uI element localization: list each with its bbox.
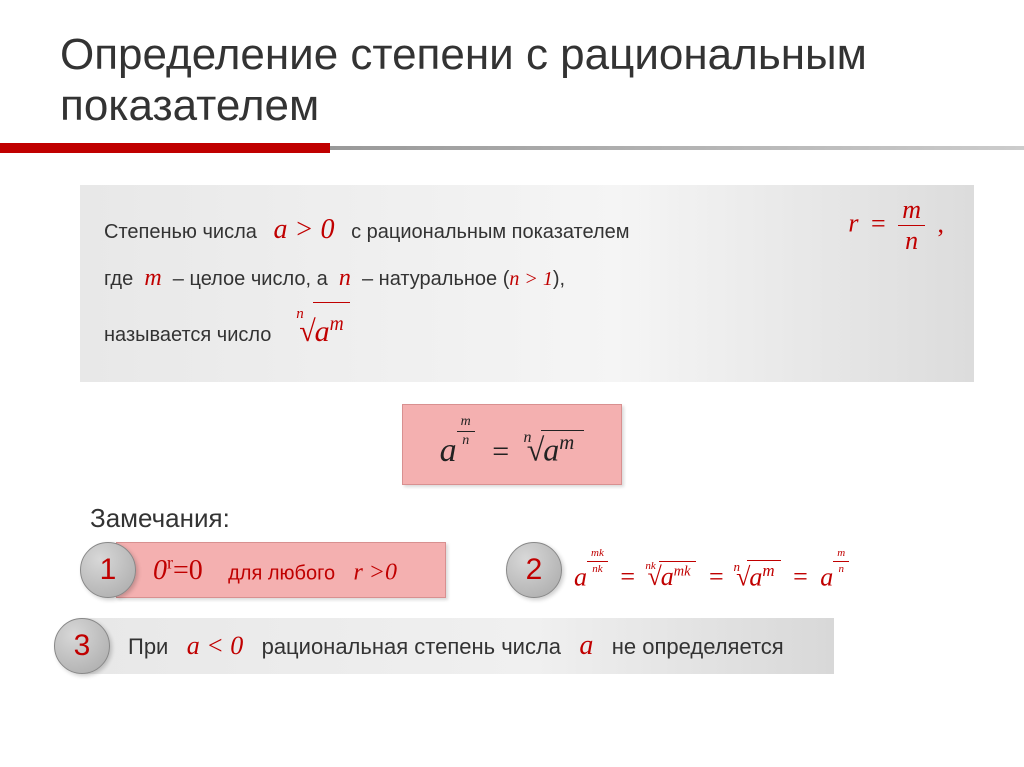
slide: Определение степени с рациональным показ… [0,0,1024,704]
r2-r2-base: a [749,562,762,591]
def-line2: где m – целое число, а n – натуральное (… [104,256,950,302]
mf-root-exp: m [559,431,574,454]
r-frac: m n [898,197,925,254]
remark3-box: При a < 0 рациональная степень числа a н… [84,618,834,674]
r2-s1-den: nk [587,562,608,575]
r2-s4-base: a [820,562,833,591]
rule-red [0,143,330,153]
r2-s1-base: a [574,562,587,591]
remark-3: 3 При a < 0 рациональная степень числа a… [54,618,964,674]
r1-base: 0 [153,555,167,586]
definition-box: Степенью числа a > 0 с рациональным пока… [80,185,974,382]
def-inline-root: n √am [299,302,350,360]
r1-eq: =0 [173,555,203,586]
def-line1: Степенью числа a > 0 с рациональным пока… [104,203,950,256]
r2-root1: nk√amk [648,561,697,592]
root-radicand: am [313,302,350,360]
mf-radicand: am [541,430,584,469]
def-line2-post: – натуральное ( [362,268,509,290]
r2-r1-base: a [661,562,674,591]
circle-1: 1 [80,542,136,598]
r2-s1-num: mk [587,548,608,562]
r2-s1-frac: mknk [587,548,608,575]
def-n: n [339,265,351,291]
circle-3: 3 [54,618,110,674]
root-base: a [315,315,330,348]
r2-root2: n√am [736,560,780,593]
r2-s4-num: m [833,548,849,562]
r3-pre: При [128,634,168,659]
mf-root-idx: n [524,429,532,447]
def-line2-pre: где [104,268,133,290]
r-num: m [898,197,925,226]
r2-s4-frac: mn [833,548,849,575]
r2-r2-exp: m [762,561,774,580]
def-line1-post: с рациональным показателем [351,221,629,243]
remark-row-1-2: 1 0r=0 для любого r >0 2 amknk = nk√amk … [60,542,964,598]
def-r-equals: r = m n , [848,197,944,254]
mf-exp-den: n [457,432,475,448]
remark-2: 2 amknk = nk√amk = n√am = amn [506,542,849,598]
remark1-box: 0r=0 для любого r >0 [116,542,446,598]
title-underline [60,143,964,155]
mf-base: a [440,432,457,469]
remark-1: 1 0r=0 для любого r >0 [80,542,446,598]
circle-2: 2 [506,542,562,598]
r-den: n [898,226,925,254]
r2-eq1: = [614,562,641,591]
remark2-formula: amknk = nk√amk = n√am = amn [574,548,849,593]
r2-r1-exp: mk [674,564,691,580]
r2-eq2: = [703,562,730,591]
r1-cond: r >0 [353,559,397,585]
def-line1-pre: Степенью числа [104,221,257,243]
def-m: m [144,265,161,291]
r-lhs: r [848,209,858,238]
r3-cond: a < 0 [187,631,244,660]
rule-gray [330,146,1024,150]
mf-exp-num: m [457,415,475,432]
r3-mid: рациональная степень числа [262,634,561,659]
r2-r1-rad: amk [659,561,697,592]
r2-r2-rad: am [747,560,780,593]
root-idx: n [296,300,304,329]
root-exp: m [330,314,344,335]
remarks-label: Замечания: [90,503,964,534]
mf-lhs: amn [440,435,483,468]
r-comma: , [932,209,945,238]
def-line2-mid: – целое число, а [173,268,328,290]
mf-exp-frac: mn [457,415,475,448]
r2-r1-idx: nk [645,560,655,572]
r3-post: не определяется [612,634,784,659]
main-formula-box: amn = n √am [402,404,622,485]
r-eq: = [865,209,892,238]
def-a-cond: a > 0 [274,214,335,245]
r3-a: a [579,630,593,661]
def-line2-close: ), [553,268,565,290]
slide-title: Определение степени с рациональным показ… [60,30,964,131]
r2-s4-den: n [833,562,849,575]
def-line3: называется число n √am [104,302,950,360]
r1-text: для любого [228,562,335,584]
mf-root-base: a [543,432,559,468]
def-line3-text: называется число [104,324,271,346]
mf-root: n √am [527,430,585,469]
r1-formula: 0r=0 [153,555,210,586]
r2-r2-idx: n [734,559,741,575]
mf-eq: = [482,435,519,468]
def-n-cond: n > 1 [509,268,553,290]
r2-eq3: = [787,562,814,591]
